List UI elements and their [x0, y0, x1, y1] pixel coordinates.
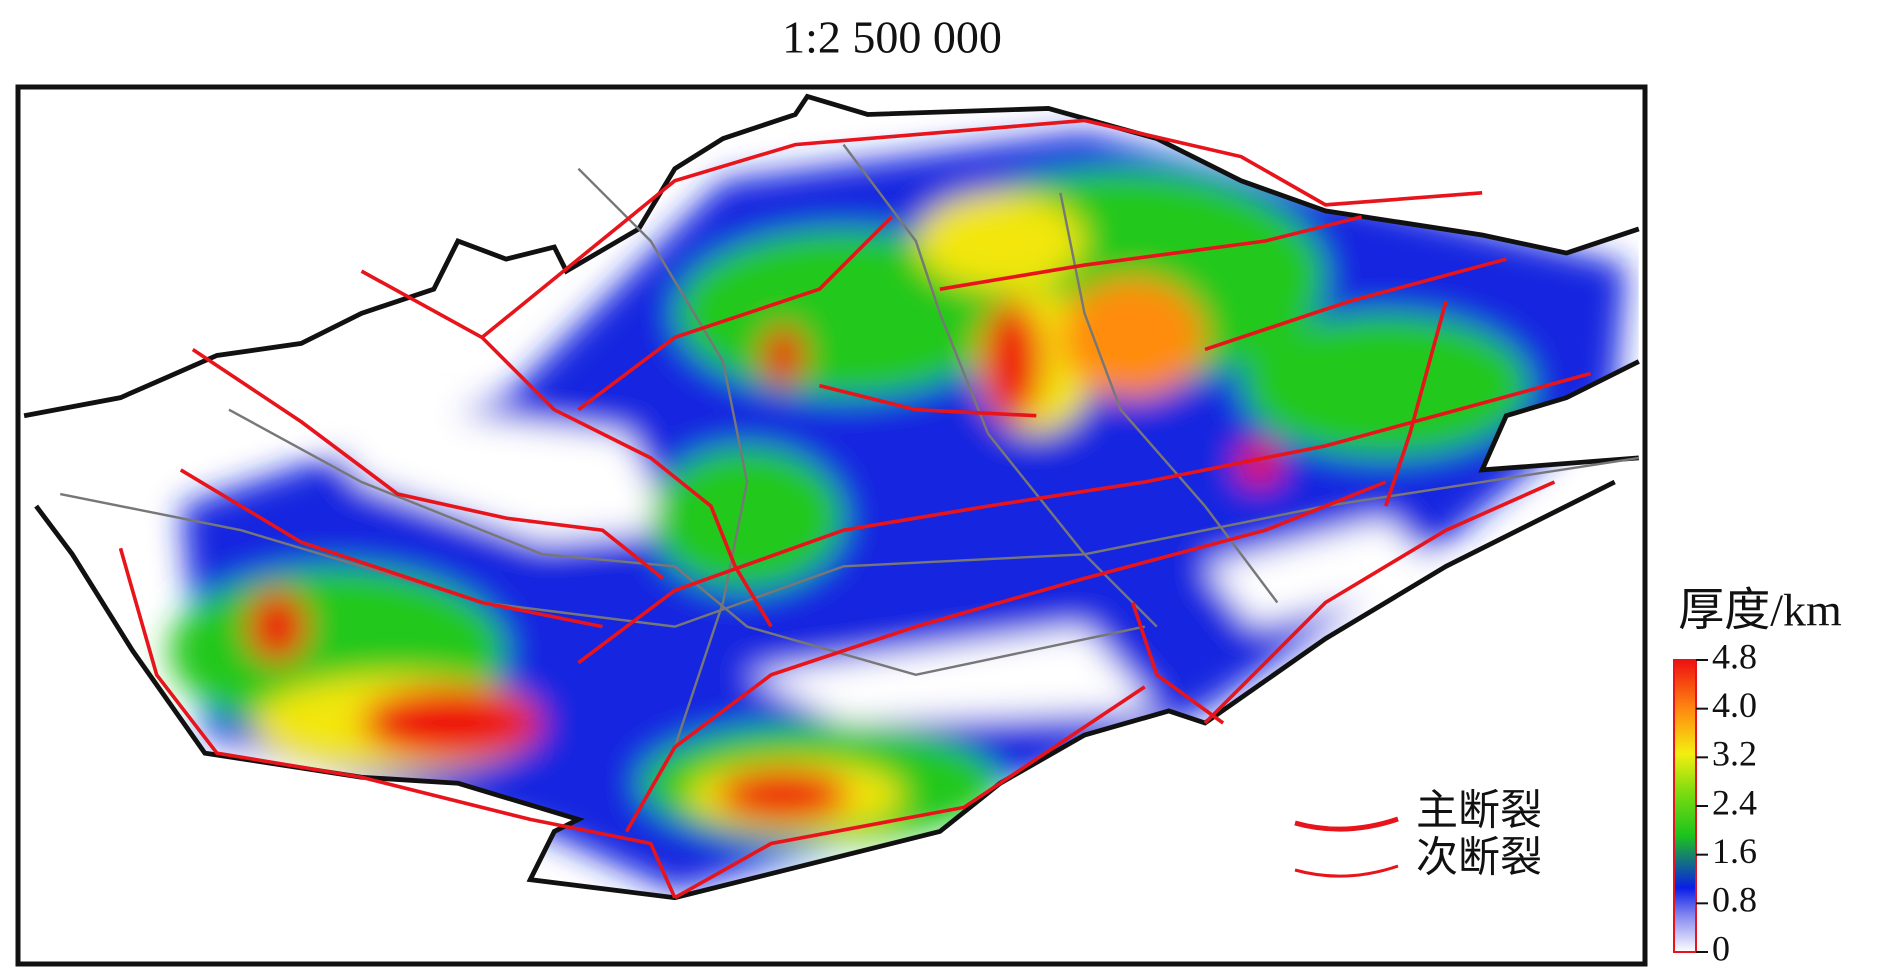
legend-swatch	[1294, 864, 1399, 878]
map-title: 1:2 500 000	[782, 12, 1002, 63]
colorbar-tick-label: 0.8	[1712, 880, 1757, 920]
legend-label: 次断裂	[1416, 836, 1542, 882]
colorbar-tick-label: 0	[1712, 928, 1730, 968]
colorbar-title: 厚度/km	[1678, 585, 1842, 636]
map-body	[23, 93, 1640, 901]
legend-swatch	[1294, 816, 1399, 832]
legend-label: 主断裂	[1416, 789, 1542, 835]
fault-lines	[118, 118, 1592, 900]
colorbar	[1673, 659, 1697, 953]
colorbar-tick-label: 3.2	[1712, 734, 1757, 774]
colorbar-tick-label: 4.0	[1712, 685, 1757, 725]
colorbar-tick-label: 2.4	[1712, 782, 1757, 822]
colorbar-tick-label: 4.8	[1712, 636, 1757, 676]
thickness-field	[168, 132, 1627, 892]
colorbar-tick-label: 1.6	[1712, 831, 1757, 871]
